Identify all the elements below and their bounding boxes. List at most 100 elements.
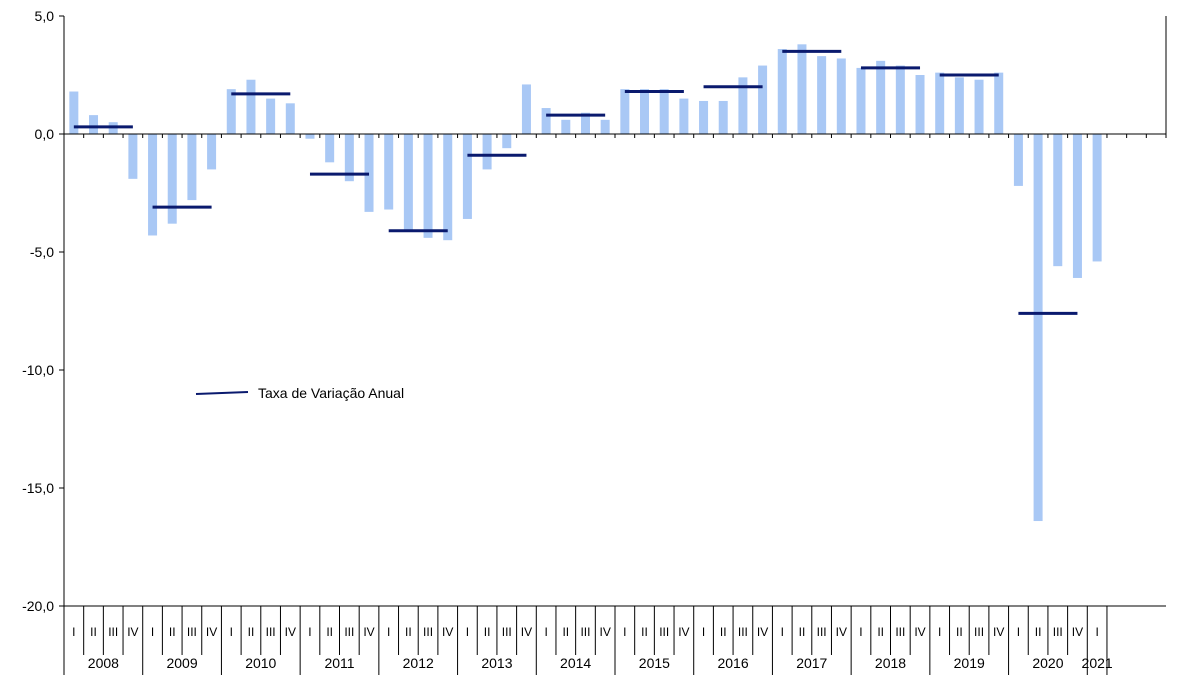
quarter-label: II: [484, 625, 491, 639]
quarter-bar: [266, 98, 276, 134]
quarter-label: II: [641, 625, 648, 639]
y-tick-label: -15,0: [22, 480, 54, 496]
quarter-label: I: [151, 625, 154, 639]
quarter-bar: [954, 77, 964, 134]
quarter-label: III: [344, 625, 354, 639]
quarter-label: II: [90, 625, 97, 639]
quarter-bar: [423, 134, 433, 238]
quarter-bar: [1033, 134, 1043, 522]
quarter-label: I: [623, 625, 626, 639]
quarter-label: II: [956, 625, 963, 639]
quarter-label: I: [702, 625, 705, 639]
year-label: 2019: [954, 655, 985, 671]
quarter-bar: [305, 134, 315, 139]
quarter-label: III: [1053, 625, 1063, 639]
quarter-bar: [246, 79, 256, 134]
quarter-label: II: [326, 625, 333, 639]
quarter-bar: [659, 89, 669, 134]
quarter-bar: [797, 44, 807, 134]
quarter-label: III: [738, 625, 748, 639]
quarter-label: III: [817, 625, 827, 639]
quarter-bar: [207, 134, 217, 170]
quarter-bar: [718, 100, 728, 134]
quarter-bar: [187, 134, 197, 201]
quarter-label: III: [266, 625, 276, 639]
quarter-label: II: [405, 625, 412, 639]
quarter-bar: [1092, 134, 1102, 262]
quarter-label: I: [72, 625, 75, 639]
quarter-label: II: [1035, 625, 1042, 639]
quarter-bar: [817, 56, 827, 135]
quarter-bar: [1072, 134, 1082, 278]
quarter-label: II: [248, 625, 255, 639]
quarter-label: III: [423, 625, 433, 639]
year-label: 2020: [1032, 655, 1063, 671]
quarter-bar: [580, 112, 590, 134]
quarter-label: I: [230, 625, 233, 639]
year-label: 2013: [481, 655, 512, 671]
quarter-bar: [699, 100, 709, 134]
quarter-bar: [69, 91, 79, 134]
y-tick-label: -5,0: [30, 244, 54, 260]
quarter-label: III: [895, 625, 905, 639]
quarter-label: I: [938, 625, 941, 639]
legend-line-swatch: [195, 391, 249, 395]
quarter-bar: [1053, 134, 1063, 267]
quarter-bar: [226, 89, 236, 134]
quarter-bar: [325, 134, 335, 163]
quarter-label: IV: [914, 625, 925, 639]
quarter-bar: [148, 134, 158, 236]
legend-label: Taxa de Variação Anual: [258, 385, 404, 401]
quarter-label: III: [580, 625, 590, 639]
quarter-bar: [384, 134, 394, 210]
quarter-bar: [935, 72, 945, 134]
year-label: 2017: [796, 655, 827, 671]
quarter-label: I: [544, 625, 547, 639]
quarter-bar: [679, 98, 689, 134]
year-label: 2012: [403, 655, 434, 671]
year-label: 2014: [560, 655, 591, 671]
quarter-label: IV: [442, 625, 453, 639]
quarter-bar: [600, 119, 610, 134]
quarter-bar: [1013, 134, 1023, 186]
quarter-label: I: [387, 625, 390, 639]
quarter-bar: [895, 65, 905, 134]
quarter-bar: [640, 89, 650, 134]
quarter-label: IV: [993, 625, 1004, 639]
quarter-bar: [521, 84, 531, 134]
quarter-label: IV: [599, 625, 610, 639]
quarter-bar: [738, 77, 748, 134]
quarter-label: IV: [521, 625, 532, 639]
quarter-bar: [561, 119, 571, 134]
quarter-label: IV: [206, 625, 217, 639]
quarter-label: II: [562, 625, 569, 639]
quarter-bar: [856, 67, 866, 134]
quarter-label: IV: [285, 625, 296, 639]
year-label: 2010: [245, 655, 276, 671]
quarter-label: III: [659, 625, 669, 639]
quarter-bar: [620, 89, 630, 134]
quarter-label: IV: [1072, 625, 1083, 639]
y-tick-label: -10,0: [22, 362, 54, 378]
quarter-label: IV: [127, 625, 138, 639]
quarter-label: II: [720, 625, 727, 639]
year-label: 2008: [88, 655, 119, 671]
quarter-label: III: [502, 625, 512, 639]
quarter-bar: [482, 134, 492, 170]
quarter-bar: [994, 72, 1004, 134]
annual-lines-group: [73, 49, 1078, 315]
quarter-label: III: [974, 625, 984, 639]
quarter-label: IV: [363, 625, 374, 639]
quarter-bar: [128, 134, 138, 179]
quarter-bar: [836, 58, 846, 135]
quarter-bar: [344, 134, 354, 182]
year-label: 2016: [717, 655, 748, 671]
quarter-label: I: [308, 625, 311, 639]
quarter-label: I: [1017, 625, 1020, 639]
quarter-label: I: [781, 625, 784, 639]
quarter-label: IV: [757, 625, 768, 639]
year-label: 2011: [324, 655, 354, 671]
quarter-label: IV: [836, 625, 847, 639]
quarter-bar: [403, 134, 413, 231]
